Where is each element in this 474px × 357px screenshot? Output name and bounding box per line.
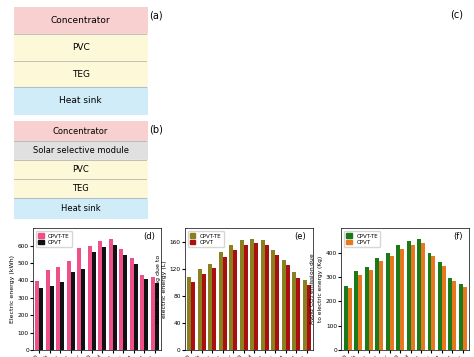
Bar: [400, 249, 404, 350]
Bar: [390, 256, 393, 350]
Bar: [229, 245, 233, 350]
Text: (d): (d): [143, 232, 155, 241]
Bar: [417, 240, 421, 350]
Bar: [151, 277, 155, 350]
Bar: [223, 257, 227, 350]
Text: Heat sink: Heat sink: [61, 203, 100, 213]
Text: PVC: PVC: [72, 165, 89, 174]
Bar: [233, 250, 237, 350]
Bar: [254, 243, 258, 350]
Bar: [212, 268, 216, 350]
Bar: [82, 269, 85, 350]
Bar: [302, 280, 307, 350]
Bar: [365, 267, 369, 350]
Bar: [282, 260, 285, 350]
Bar: [354, 271, 358, 350]
Bar: [240, 240, 244, 350]
Text: Concentrator: Concentrator: [51, 16, 110, 25]
Text: TEG: TEG: [72, 70, 90, 79]
Bar: [99, 241, 102, 350]
Bar: [198, 269, 201, 350]
Bar: [36, 281, 39, 350]
Bar: [119, 249, 123, 350]
Text: (a): (a): [149, 11, 163, 21]
Text: PVC: PVC: [72, 43, 90, 52]
Bar: [442, 266, 446, 350]
Bar: [459, 284, 463, 350]
Bar: [46, 270, 50, 350]
Legend: CPVT-TE, CPVT: CPVT-TE, CPVT: [188, 231, 224, 247]
Text: (f): (f): [453, 232, 463, 241]
Bar: [102, 247, 106, 350]
Y-axis label: Electric saving due to
electric energy (L): Electric saving due to electric energy (…: [156, 255, 167, 323]
Text: (c): (c): [450, 10, 463, 20]
Bar: [275, 256, 279, 350]
Bar: [438, 262, 442, 350]
Bar: [50, 286, 54, 350]
Bar: [407, 241, 410, 350]
Bar: [39, 288, 44, 350]
Bar: [463, 287, 467, 350]
Bar: [375, 258, 379, 350]
Text: Concentrator: Concentrator: [53, 126, 108, 136]
Legend: CPVT-TE, CPVT: CPVT-TE, CPVT: [344, 231, 380, 247]
Bar: [145, 279, 148, 350]
Bar: [410, 245, 414, 350]
Text: (e): (e): [295, 232, 306, 241]
Bar: [191, 282, 195, 350]
Bar: [244, 245, 247, 350]
Bar: [56, 267, 61, 350]
Bar: [61, 282, 64, 350]
Bar: [453, 281, 456, 350]
Bar: [428, 253, 431, 350]
Bar: [271, 250, 275, 350]
Text: (b): (b): [149, 125, 163, 135]
Bar: [296, 278, 300, 350]
Bar: [155, 283, 159, 350]
Bar: [421, 243, 425, 350]
Y-axis label: Avoid CO$_2$ emission due
to electric energy (Kg): Avoid CO$_2$ emission due to electric en…: [309, 253, 323, 325]
Bar: [130, 258, 134, 350]
Y-axis label: Electric energy (kWh): Electric energy (kWh): [10, 255, 15, 323]
Bar: [379, 261, 383, 350]
Bar: [67, 261, 71, 350]
Bar: [201, 274, 206, 350]
Bar: [292, 272, 296, 350]
Bar: [140, 275, 145, 350]
Bar: [344, 286, 347, 350]
Bar: [88, 246, 92, 350]
Legend: CPVT-TE, CPVT: CPVT-TE, CPVT: [36, 231, 72, 247]
Bar: [448, 278, 453, 350]
Bar: [261, 240, 264, 350]
Text: TEG: TEG: [72, 184, 89, 193]
Bar: [134, 264, 138, 350]
Bar: [347, 288, 352, 350]
Bar: [385, 253, 390, 350]
Bar: [250, 238, 254, 350]
Bar: [92, 252, 96, 350]
Text: Heat sink: Heat sink: [59, 96, 102, 105]
Bar: [358, 275, 362, 350]
Bar: [77, 247, 82, 350]
Bar: [369, 270, 373, 350]
Bar: [208, 263, 212, 350]
Bar: [431, 256, 436, 350]
Bar: [123, 255, 128, 350]
Bar: [285, 265, 290, 350]
Bar: [109, 239, 113, 350]
Bar: [187, 277, 191, 350]
Bar: [264, 245, 269, 350]
Bar: [219, 252, 223, 350]
Bar: [71, 272, 75, 350]
Bar: [396, 246, 400, 350]
Bar: [113, 245, 117, 350]
Bar: [307, 285, 310, 350]
Text: Solar selective module: Solar selective module: [33, 146, 128, 155]
